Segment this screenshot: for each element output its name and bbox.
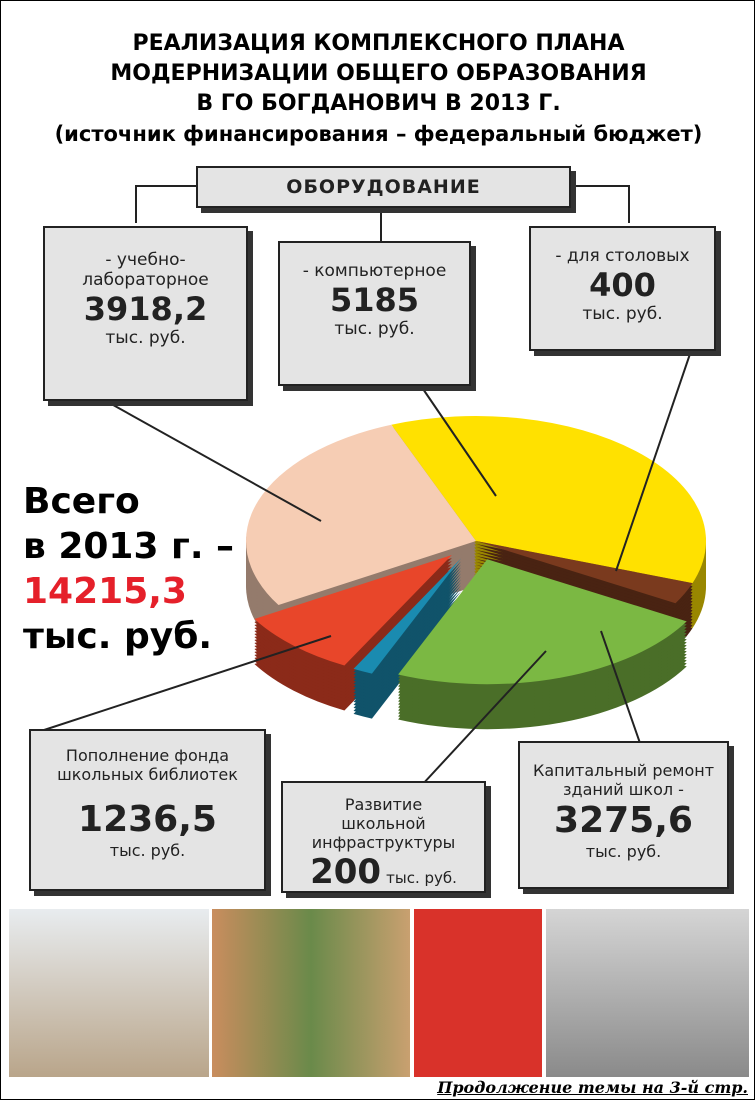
unit: тыс. руб. (586, 842, 662, 861)
title-line: В ГО БОГДАНОВИЧ В 2013 Г. (1, 89, 755, 119)
total-text: Всего (23, 479, 234, 524)
unit: тыс. руб. (582, 304, 662, 324)
total-text: в 2013 г. – (23, 524, 234, 569)
total-block: Всего в 2013 г. – 14215,3 тыс. руб. (23, 479, 234, 659)
total-unit: тыс. руб. (23, 614, 234, 659)
value-label: 200 (310, 852, 381, 892)
infographic: РЕАЛИЗАЦИЯ КОМПЛЕКСНОГО ПЛАНА МОДЕРНИЗАЦ… (0, 0, 755, 1100)
photo (414, 909, 542, 1077)
category-label: - компьютерное (303, 261, 447, 281)
category-label: - учебно-лабораторное (82, 250, 208, 290)
value-label: 5185 (288, 281, 461, 319)
value-label: 400 (539, 266, 706, 304)
value-label: 3918,2 (70, 290, 221, 328)
title-line: МОДЕРНИЗАЦИИ ОБЩЕГО ОБРАЗОВАНИЯ (1, 59, 755, 89)
group-box: ОБОРУДОВАНИЕ (196, 166, 571, 208)
category-label: Развитие школьной инфраструктуры (312, 795, 455, 852)
title-line: РЕАЛИЗАЦИЯ КОМПЛЕКСНОГО ПЛАНА (1, 29, 755, 59)
value-label: 3275,6 (526, 799, 721, 842)
unit: тыс. руб. (110, 841, 186, 860)
title: РЕАЛИЗАЦИЯ КОМПЛЕКСНОГО ПЛАНА МОДЕРНИЗАЦ… (1, 29, 755, 149)
group-label: ОБОРУДОВАНИЕ (286, 176, 480, 198)
category-label: Пополнение фонда школьных библиотек (57, 746, 238, 784)
unit: тыс. руб. (334, 319, 414, 339)
pie-slices (246, 416, 706, 729)
total-value: 14215,3 (23, 569, 234, 614)
footer: Продолжение темы на 3-й стр. (437, 1078, 748, 1097)
photo (212, 909, 410, 1077)
category-label: - для столовых (555, 246, 689, 266)
callout: Пополнение фонда школьных библиотек 1236,… (29, 729, 266, 891)
photo (9, 909, 209, 1077)
unit: тыс. руб. (105, 328, 185, 348)
photo (546, 909, 749, 1077)
photo-strip (9, 909, 749, 1077)
subtitle: (источник финансирования – федеральный б… (1, 119, 755, 149)
value-label: 1236,5 (41, 798, 254, 841)
category-label: Капитальный ремонт зданий школ - (533, 761, 714, 799)
unit: тыс. руб. (386, 869, 457, 887)
